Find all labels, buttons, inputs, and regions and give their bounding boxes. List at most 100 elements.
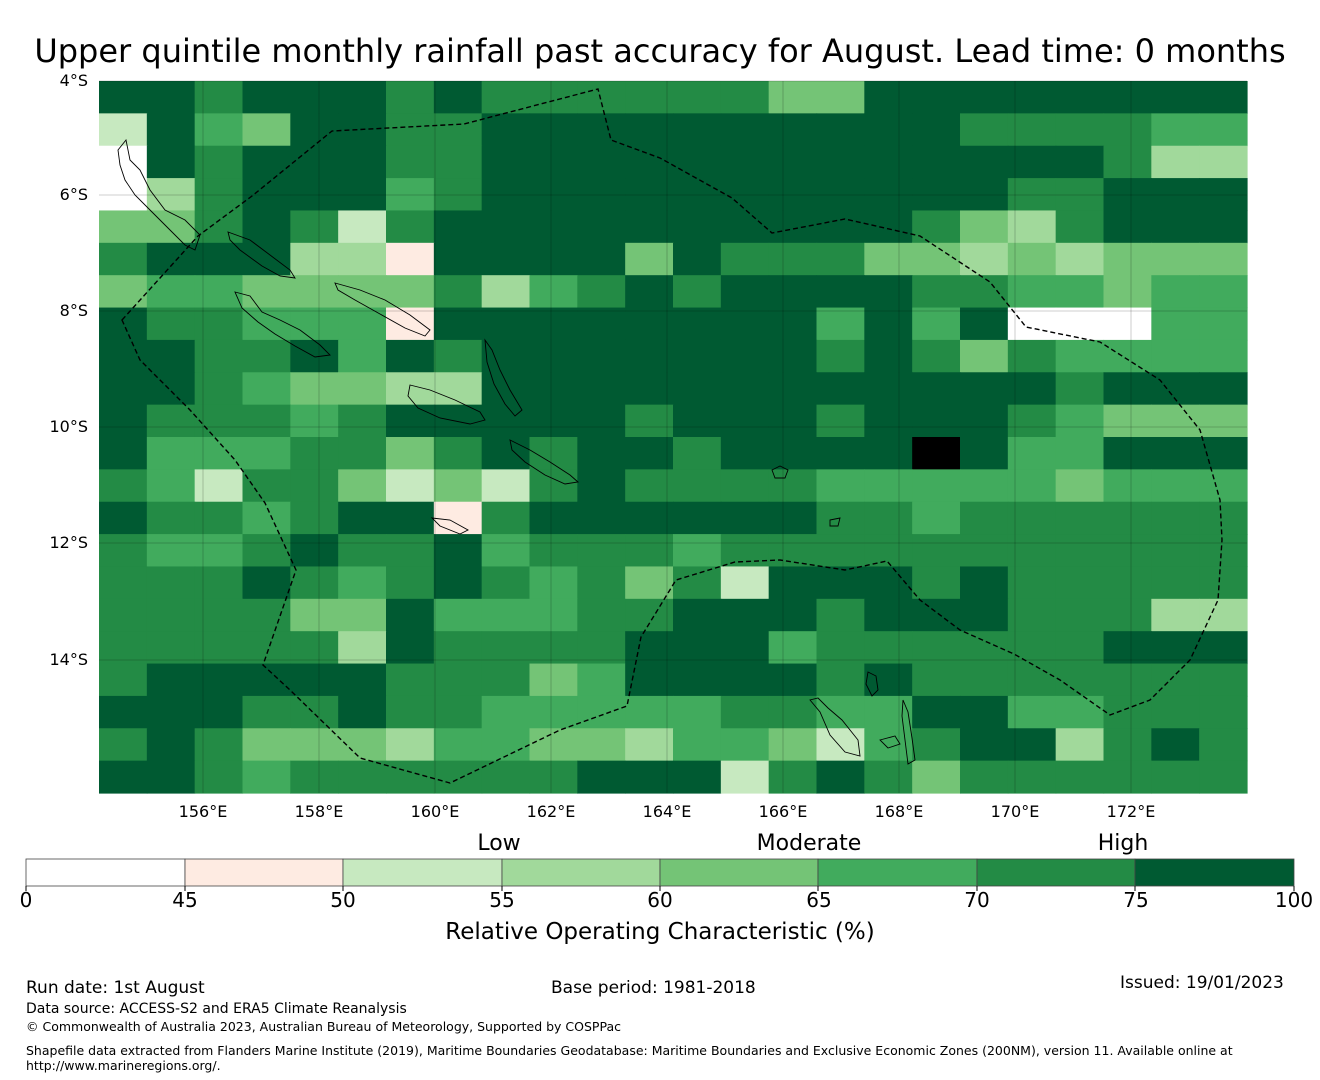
grid-cell [625,339,674,373]
grid-cell [1151,534,1200,568]
grid-cell [194,501,244,535]
longitude-label: 170°E [990,802,1040,821]
grid-cell [242,307,291,341]
grid-cell [1199,113,1248,147]
grid-cell [673,598,722,632]
grid-cell [529,728,578,762]
grid-cell [720,275,770,309]
colorbar-bin [1134,858,1295,887]
grid-cell [481,566,531,600]
grid-cell [242,695,291,729]
grid-cell [768,501,818,535]
grid-cell [481,275,531,309]
grid-cell [1103,307,1152,341]
grid-cell [960,145,1009,179]
grid-cell [960,242,1009,276]
grid-cell [1151,631,1200,665]
grid-cell [242,437,291,470]
grid-cell [912,437,961,470]
grid-cell [816,404,865,438]
grid-cell [673,210,722,244]
grid-cell [1151,695,1200,729]
grid-cell [720,631,770,665]
grid-cell [1199,598,1248,632]
grid-cell [386,695,435,729]
grid-cell [1007,437,1057,470]
grid-cell [625,81,674,114]
santa-cruz-coast [771,465,789,479]
latitude-label: 8°S [59,301,88,320]
grid-cell [816,501,865,535]
grid-cell [1007,663,1057,697]
grid-cell [433,534,483,568]
grid-cell [1103,339,1152,373]
grid-cell [864,663,913,697]
grid-cell [481,760,531,794]
grid-cell [1199,534,1248,568]
grid-cell [577,598,626,632]
grid-cell [1007,534,1057,568]
grid-cell [912,178,961,212]
grid-cell [625,113,674,147]
grid-cell [1151,307,1200,341]
grid-cell [864,598,913,632]
grid-cell [768,339,818,373]
grid-cell [1007,598,1057,632]
grid-cell [99,695,148,729]
grid-cell [1103,437,1152,470]
grid-cell [146,81,196,114]
malaita-coast [484,338,523,417]
longitude-label: 162°E [526,802,576,821]
grid-cell [242,210,291,244]
grid-cell [673,760,722,794]
grid-cell [481,663,531,697]
grid-cell [625,178,674,212]
grid-cell [290,113,339,147]
grid-cell [242,469,291,503]
map-title: Upper quintile monthly rainfall past acc… [34,32,1286,70]
latitude-label: 4°S [59,71,88,90]
grid-cell [1055,469,1105,503]
grid-cell [290,275,339,309]
grid-cell [768,372,818,406]
grid-cell [242,534,291,568]
longitude-label: 156°E [178,802,228,821]
colorbar-tick-label: 75 [1123,888,1149,912]
grid-cell [864,695,913,729]
grid-cell [194,178,244,212]
colorbar-bins [25,858,1295,887]
grid-cell [529,760,578,794]
grid-cell [481,631,531,665]
grid-cell [625,307,674,341]
grid-cell [960,728,1009,762]
lat-lon-gridlines [99,80,1247,793]
grid-cell [1103,178,1152,212]
grid-cell [386,728,435,762]
grid-cell [1007,501,1057,535]
longitude-label: 164°E [642,802,692,821]
grid-cell [673,501,722,535]
grid-cell [720,404,770,438]
grid-cell [673,242,722,276]
grid-cell [816,145,865,179]
grid-cell [960,566,1009,600]
grid-cell [1055,242,1105,276]
grid-cell [1055,113,1105,147]
grid-cell [194,760,244,794]
grid-cell [529,695,578,729]
grid-cell [242,113,291,147]
grid-cell [194,339,244,373]
longitude-label: 172°E [1106,802,1156,821]
shapefile-url: http://www.marineregions.org/. [26,1058,221,1073]
grid-cell [1055,631,1105,665]
grid-cell [960,275,1009,309]
grid-cell [577,501,626,535]
grid-cell [1151,437,1200,470]
grid-cell [1103,728,1152,762]
grid-cell [1199,145,1248,179]
grid-cell [386,598,435,632]
grid-cell [720,372,770,406]
grid-cell [242,501,291,535]
grid-cell [1055,663,1105,697]
grid-cell [1151,760,1200,794]
